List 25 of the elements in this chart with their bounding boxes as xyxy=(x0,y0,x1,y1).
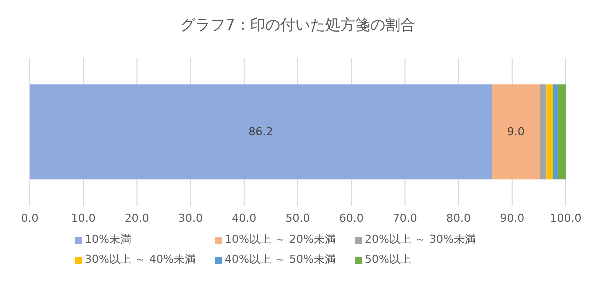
bar xyxy=(540,84,547,180)
x-tick-label: 90.0 xyxy=(500,212,525,225)
x-tick-label: 40.0 xyxy=(232,212,257,225)
x-tick-label: 60.0 xyxy=(339,212,364,225)
legend-label: 20%以上 ～ 30%未満 xyxy=(364,232,477,248)
legend-label: 40%以上 ～ 50%未満 xyxy=(224,252,337,268)
legend-label: 50%以上 xyxy=(364,252,412,268)
x-tick-label: 20.0 xyxy=(124,212,150,225)
x-tick-label: 30.0 xyxy=(178,212,204,225)
x-tick-label: 70.0 xyxy=(392,212,418,225)
x-tick-label: 100.0 xyxy=(550,212,582,225)
bar xyxy=(546,84,554,180)
legend-label: 10%以上 ～ 20%未満 xyxy=(224,232,337,248)
x-tick-label: 80.0 xyxy=(446,212,472,225)
legend-label: 10%未満 xyxy=(84,232,132,248)
x-tick-label: 10.0 xyxy=(71,212,96,225)
data-label: 9.0 xyxy=(507,126,525,139)
x-tick-label: 50.0 xyxy=(286,212,310,225)
x-tick-label: 0.0 xyxy=(21,212,39,225)
bar xyxy=(558,84,566,180)
bar xyxy=(492,84,540,180)
legend-label: 30%以上 ～ 40%未満 xyxy=(84,252,197,268)
data-label: 86.2 xyxy=(248,126,274,139)
bar xyxy=(553,84,558,180)
chart-title: グラフ7：印の付いた処方箋の割合 xyxy=(180,15,416,36)
